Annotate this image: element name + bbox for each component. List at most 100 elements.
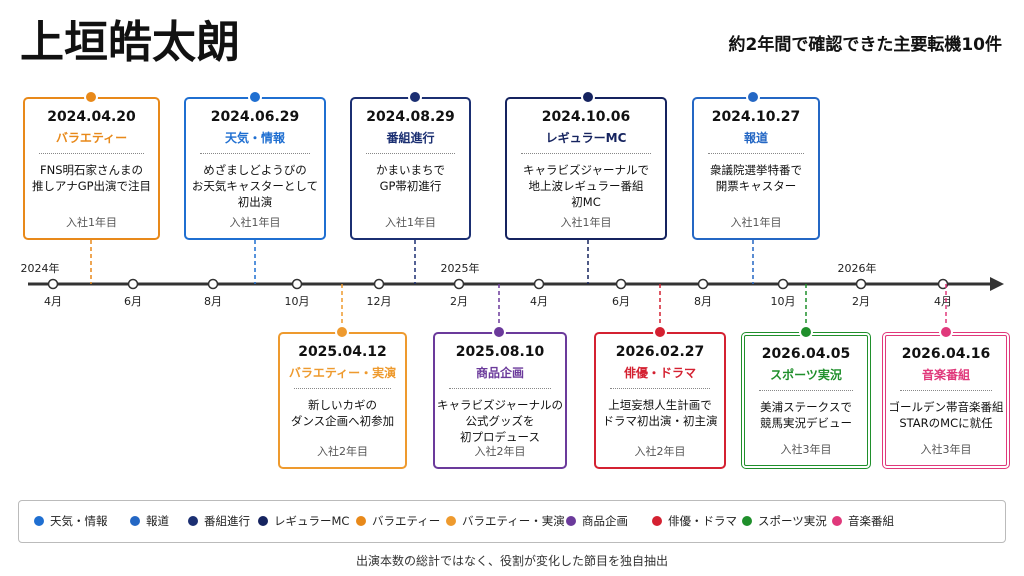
event-category: 商品企画 <box>475 366 524 380</box>
tick-dot <box>855 278 867 290</box>
month-label: 8月 <box>694 295 712 308</box>
separator <box>900 390 992 391</box>
event-card: 2025.04.12 バラエティー・実演 新しいカギの ダンス企画へ初参加 入社2年目 <box>278 332 407 469</box>
event-date: 2026.04.05 <box>761 346 851 362</box>
event-card: 2024.10.27 報道 衆議院選挙特番で 開票キャスター 入社1年目 <box>692 97 820 240</box>
legend-label: 番組進行 <box>204 514 250 528</box>
legend-label: 商品企画 <box>582 514 628 528</box>
event-tenure: 入社1年目 <box>560 216 612 229</box>
connector-dot <box>799 325 813 339</box>
connector-dot <box>939 325 953 339</box>
event-date: 2025.08.10 <box>455 344 545 360</box>
event-description: かまいまちで <box>376 163 445 177</box>
event-tenure: 入社1年目 <box>385 216 436 229</box>
legend-label: スポーツ実況 <box>758 514 827 528</box>
event-category: バラエティー <box>55 131 128 145</box>
event-description: 新しいカギの <box>308 398 377 412</box>
event-description: STARのMCに就任 <box>899 416 993 430</box>
legend-label: バラエティー <box>372 514 441 528</box>
month-label: 6月 <box>612 295 630 308</box>
event-description: 美浦ステークスで <box>760 400 852 414</box>
event-description: お天気キャスターとして <box>191 179 319 193</box>
event-description: ゴールデン帯音楽番組 <box>888 400 1004 414</box>
event-card: 2026.04.05 スポーツ実況 美浦ステークスで 競馬実況デビュー 入社3年目 <box>741 332 871 469</box>
title: 上垣皓太朗 <box>20 17 240 68</box>
connector-dot <box>335 325 349 339</box>
event-tenure: 入社2年目 <box>474 445 526 458</box>
legend-label: 報道 <box>146 514 169 528</box>
tick-dot <box>697 278 709 290</box>
month-label: 6月 <box>124 295 142 308</box>
tick-dot <box>453 278 465 290</box>
connector-dot <box>408 90 422 104</box>
event-category: スポーツ実況 <box>770 368 842 382</box>
event-tenure: 入社1年目 <box>730 216 782 229</box>
event-description: ダンス企画へ初参加 <box>290 414 395 428</box>
event-tenure: 入社3年目 <box>780 443 832 456</box>
event-card: 2026.02.27 俳優・ドラマ上垣妄想人生計画で ドラマ初出演・初主演 入社2年目 <box>594 332 726 469</box>
event-description: キャラビズジャーナルで <box>523 163 649 177</box>
month-label: 2月 <box>450 295 468 308</box>
month-label: 10月 <box>285 295 310 308</box>
event-category: 天気・情報 <box>224 131 285 145</box>
event-date: 2024.10.06 <box>541 109 631 125</box>
legend-swatch <box>742 516 752 526</box>
event-date: 2024.04.20 <box>47 109 136 125</box>
event-description: めざましどようびの <box>203 163 307 177</box>
event-description: 競馬実況デビュー <box>760 416 852 430</box>
separator <box>200 153 310 154</box>
connector-dot <box>492 325 506 339</box>
connector-dot <box>581 90 595 104</box>
separator <box>708 153 804 154</box>
legend-label: バラエティー・実演 <box>462 514 565 528</box>
legend-swatch <box>566 516 576 526</box>
year-label: 2024年 <box>21 261 60 275</box>
month-label: 8月 <box>204 295 222 308</box>
event-date: 2024.10.27 <box>711 109 801 125</box>
legend-swatch <box>258 516 268 526</box>
separator <box>366 153 455 154</box>
separator <box>610 388 710 389</box>
legend-swatch <box>652 516 662 526</box>
event-card: 2024.06.29 天気・情報めざましどようびの お天気キャスターとして 初出演入社… <box>184 97 326 240</box>
event-description: 公式グッズを <box>465 414 535 428</box>
tick-dot <box>533 278 545 290</box>
legend-swatch <box>130 516 140 526</box>
event-tenure: 入社1年目 <box>229 216 281 229</box>
legend-swatch <box>832 516 842 526</box>
connector-dot <box>84 90 98 104</box>
event-card: 2024.08.29 番組進行 かまいまちで GP帯初進行 入社1年目 <box>350 97 471 240</box>
event-date: 2026.02.27 <box>615 344 705 360</box>
connector-dot <box>746 90 760 104</box>
event-description: 推しアナGP出演で注目 <box>31 179 152 193</box>
tick-dot <box>777 278 789 290</box>
month-label: 12月 <box>367 295 392 308</box>
month-label: 4月 <box>530 295 548 308</box>
event-description: ドラマ初出演・初主演 <box>602 414 718 428</box>
event-date: 2025.04.12 <box>298 344 387 360</box>
separator <box>449 388 551 389</box>
event-description: 上垣妄想人生計画で <box>608 398 712 412</box>
month-label: 2月 <box>852 295 870 308</box>
event-description: 開票キャスター <box>715 179 797 193</box>
legend-swatch <box>34 516 44 526</box>
legend-box <box>18 500 1006 543</box>
legend-label: 音楽番組 <box>848 514 894 528</box>
event-description: 初MC <box>571 195 601 209</box>
event-category: 俳優・ドラマ <box>623 366 696 380</box>
event-description: 初出演 <box>237 195 273 209</box>
event-tenure: 入社2年目 <box>634 445 686 458</box>
event-description: GP帯初進行 <box>379 179 442 193</box>
separator <box>39 153 144 154</box>
month-label: 4月 <box>934 295 952 308</box>
event-card: 2024.10.06 レギュラーMC キャラビズジャーナルで 地上波レギュラー番組 初M… <box>505 97 667 240</box>
event-date: 2024.06.29 <box>210 109 300 125</box>
event-date: 2024.08.29 <box>366 109 455 125</box>
event-tenure: 入社1年目 <box>66 216 117 229</box>
event-description: 初プロデュース <box>460 430 540 444</box>
event-tenure: 入社3年目 <box>920 443 972 456</box>
legend-label: レギュラーMC <box>274 514 350 528</box>
event-category: レギュラーMC <box>545 131 627 145</box>
footer-note: 出演本数の総計ではなく、役割が変化した節目を独自抽出 <box>355 554 668 568</box>
